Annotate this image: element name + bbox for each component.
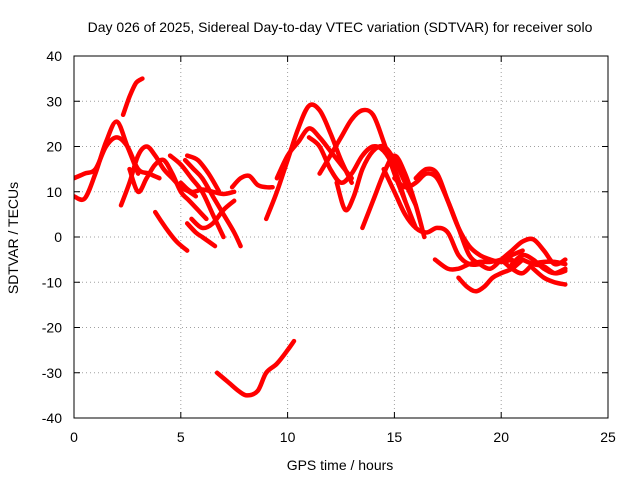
series-line-arc-13 (229, 173, 275, 190)
series-line-arc-20 (360, 153, 427, 240)
y-tick-label-6: 20 (46, 139, 62, 155)
y-tick-label-7: 30 (46, 93, 62, 109)
series-line-arc-6 (152, 209, 190, 253)
y-tick-label-4: 0 (54, 229, 62, 245)
series-line-arc-15 (263, 102, 354, 222)
x-tick-label-5: 25 (600, 429, 616, 445)
series-line-arc-5 (127, 157, 209, 222)
series-line-arc-30 (498, 257, 568, 276)
series-line-arc-3 (120, 76, 145, 118)
x-tick-label-4: 20 (493, 429, 509, 445)
series-line-arc-19 (334, 143, 419, 213)
series-line-arc-12 (184, 153, 222, 195)
x-tick-label-3: 15 (387, 429, 403, 445)
series-line-arc-29 (530, 266, 568, 287)
series-line-arc-14 (214, 338, 297, 398)
x-tick-label-2: 10 (280, 429, 296, 445)
y-axis-ticks: -40 -30 -20 -10 0 10 20 30 40 (42, 48, 608, 426)
y-tick-label-1: -30 (42, 365, 62, 381)
y-axis-label: SDTVAR / TECUs (5, 182, 21, 294)
y-tick-label-0: -40 (42, 410, 62, 426)
series-line-arc-16 (274, 126, 354, 181)
series-line-arc-9 (182, 157, 243, 249)
y-tick-label-2: -20 (42, 320, 62, 336)
x-tick-label-0: 0 (70, 429, 78, 445)
chart-title: Day 026 of 2025, Sidereal Day-to-day VTE… (88, 19, 593, 35)
series-line-arc-7 (167, 153, 226, 240)
series-line-arc-2 (74, 135, 162, 181)
x-axis-label: GPS time / hours (287, 457, 394, 473)
series-line-arc-11 (184, 221, 218, 249)
y-tick-label-3: -10 (42, 274, 62, 290)
series-line-arc-18 (317, 107, 419, 231)
y-tick-label-5: 10 (46, 184, 62, 200)
series-line-arc-8 (189, 198, 237, 231)
series-line-arc-10 (178, 180, 237, 197)
series-line-arc-28 (520, 257, 568, 276)
series-line-arc-21 (381, 166, 483, 268)
x-tick-label-1: 5 (177, 429, 185, 445)
x-axis-ticks: 0 5 10 15 20 25 (70, 56, 616, 445)
data-series (74, 76, 568, 398)
y-tick-label-8: 40 (46, 48, 62, 64)
series-line-arc-24 (432, 248, 525, 272)
gridlines (74, 56, 608, 418)
